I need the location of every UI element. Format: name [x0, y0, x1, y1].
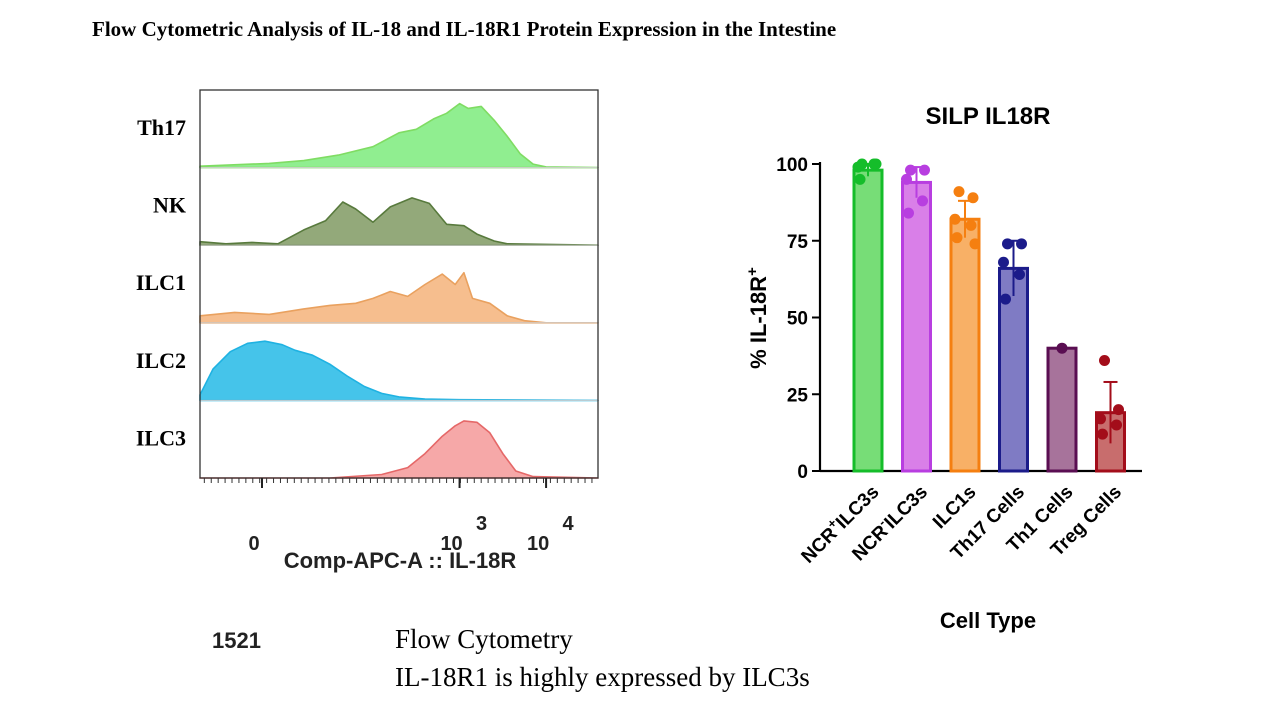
bar [998, 266, 1029, 473]
bar-y-axis-label: % IL-18R+ [744, 267, 771, 369]
data-point [1099, 354, 1110, 366]
bar-y-tick-label: 25 [787, 385, 809, 406]
histogram-row-label: Th17 [137, 115, 186, 140]
bar-category-label: ILC1s [929, 482, 980, 533]
bar-y-tick-label: 0 [797, 462, 808, 483]
data-point [1095, 413, 1106, 425]
hist-tick-label: 10 [527, 533, 549, 555]
bar [852, 168, 884, 473]
histogram-row-label: ILC1 [136, 270, 186, 295]
data-point [1113, 404, 1124, 416]
histogram-nk [199, 197, 599, 246]
figure-code: 1521 [212, 628, 261, 653]
bar-category-label: NCR-ILC3s [846, 479, 932, 565]
histogram-ilc3 [199, 420, 599, 479]
data-point [905, 164, 916, 176]
data-point [868, 158, 880, 170]
data-point [901, 173, 912, 185]
data-point [951, 232, 963, 244]
data-point [917, 195, 928, 207]
data-point [852, 161, 864, 173]
hist-x-axis-label: Comp-APC-A :: IL-18R [284, 548, 517, 573]
hist-tick-label: 0 [248, 533, 259, 555]
histogram-row-label: NK [153, 193, 186, 218]
histogram-border [199, 89, 599, 479]
bar [901, 180, 932, 473]
data-point [854, 173, 866, 185]
data-point [1000, 293, 1011, 305]
data-point [856, 158, 868, 170]
data-point [1056, 342, 1068, 354]
bar-y-tick-label: 50 [787, 309, 808, 330]
bar-category-label: NCR+ILC3s [795, 479, 884, 568]
data-point [1014, 269, 1025, 281]
bar [1095, 411, 1126, 473]
bar-category-label: Treg Cells [1047, 482, 1126, 561]
histogram-ilc2 [199, 340, 599, 402]
data-point [1002, 238, 1013, 250]
hist-tick-exponent: 3 [476, 513, 487, 535]
data-point [870, 158, 882, 170]
caption-line-1: Flow Cytometry [395, 624, 573, 654]
slide-title: Flow Cytometric Analysis of IL-18 and IL… [92, 17, 837, 41]
bar-chart-title: SILP IL18R [926, 103, 1051, 130]
data-point [919, 164, 930, 176]
data-point [965, 219, 977, 231]
data-point [1111, 419, 1122, 431]
histogram-row-label: ILC2 [136, 348, 186, 373]
data-point [953, 186, 965, 198]
bar-y-tick-label: 100 [776, 155, 808, 176]
data-point [949, 213, 961, 225]
hist-tick-label: 10 [440, 533, 462, 555]
bar [1046, 346, 1078, 473]
bar-x-axis-label: Cell Type [940, 608, 1036, 633]
data-point [1097, 428, 1108, 440]
bar [949, 217, 981, 473]
data-point [1016, 238, 1027, 250]
histogram-panel: Comp-APC-A :: IL-18R Th17NKILC1ILC2ILC30… [136, 89, 599, 573]
histogram-ilc1 [199, 271, 599, 324]
hist-tick-exponent: 4 [563, 513, 575, 535]
bar-y-tick-label: 75 [787, 232, 809, 253]
caption-line-2: IL-18R1 is highly expressed by ILC3s [395, 662, 810, 692]
bar-category-label: Th17 Cells [947, 482, 1029, 564]
data-point [969, 238, 981, 250]
data-point [903, 207, 914, 219]
bar-category-label: Th1 Cells [1003, 482, 1078, 557]
data-point [998, 256, 1009, 268]
histogram-th17 [199, 102, 599, 169]
data-point [967, 192, 979, 204]
histogram-row-label: ILC3 [136, 425, 186, 450]
